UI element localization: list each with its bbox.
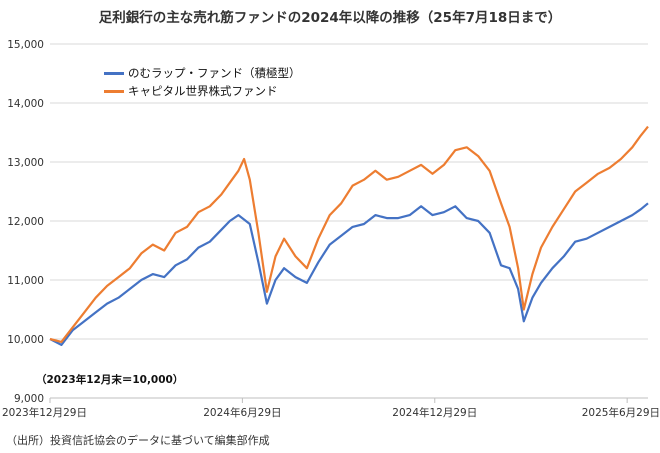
legend-item-nomu-wrap: のむラップ・ファンド（積極型） [104, 64, 301, 82]
y-tick-label: 11,000 [7, 275, 44, 287]
x-tick-label: 2025年6月29日 [582, 406, 660, 419]
x-tick-label: 2024年12月29日 [392, 406, 477, 419]
y-tick-label: 10,000 [7, 334, 44, 346]
base-note: （2023年12月末＝10,000） [36, 374, 184, 386]
x-tick-label: 2023年12月29日 [2, 406, 87, 419]
series-line-capital-world [49, 125, 649, 343]
legend: のむラップ・ファンド（積極型） キャピタル世界株式ファンド [104, 64, 301, 100]
y-tick-label: 12,000 [7, 216, 44, 228]
series-line-nomu-wrap [49, 202, 649, 346]
legend-label: のむラップ・ファンド（積極型） [128, 66, 301, 80]
y-tick-label: 15,000 [7, 39, 44, 51]
legend-label: キャピタル世界株式ファンド [128, 84, 278, 98]
legend-item-capital-world: キャピタル世界株式ファンド [104, 82, 301, 100]
y-tick-label: 9,000 [14, 393, 44, 405]
y-tick-label: 14,000 [7, 98, 44, 110]
y-tick-label: 13,000 [7, 157, 44, 169]
chart-title: 足利銀行の主な売れ筋ファンドの2024年以降の推移（25年7月18日まで） [98, 10, 562, 26]
legend-swatch-orange [104, 89, 124, 93]
y-axis-ticks: 9,000 10,000 11,000 12,000 13,000 14,000 15,00… [7, 39, 44, 405]
gridlines [50, 43, 648, 340]
axes [49, 397, 648, 403]
series-lines [49, 125, 649, 346]
x-tick-label: 2024年6月29日 [203, 406, 281, 419]
legend-swatch-blue [104, 71, 124, 75]
x-axis-ticks: 2023年12月29日 2024年6月29日 2024年12月29日 2025年6月2… [2, 406, 660, 419]
source-note: （出所）投資信託協会のデータに基づいて編集部作成 [6, 434, 270, 447]
